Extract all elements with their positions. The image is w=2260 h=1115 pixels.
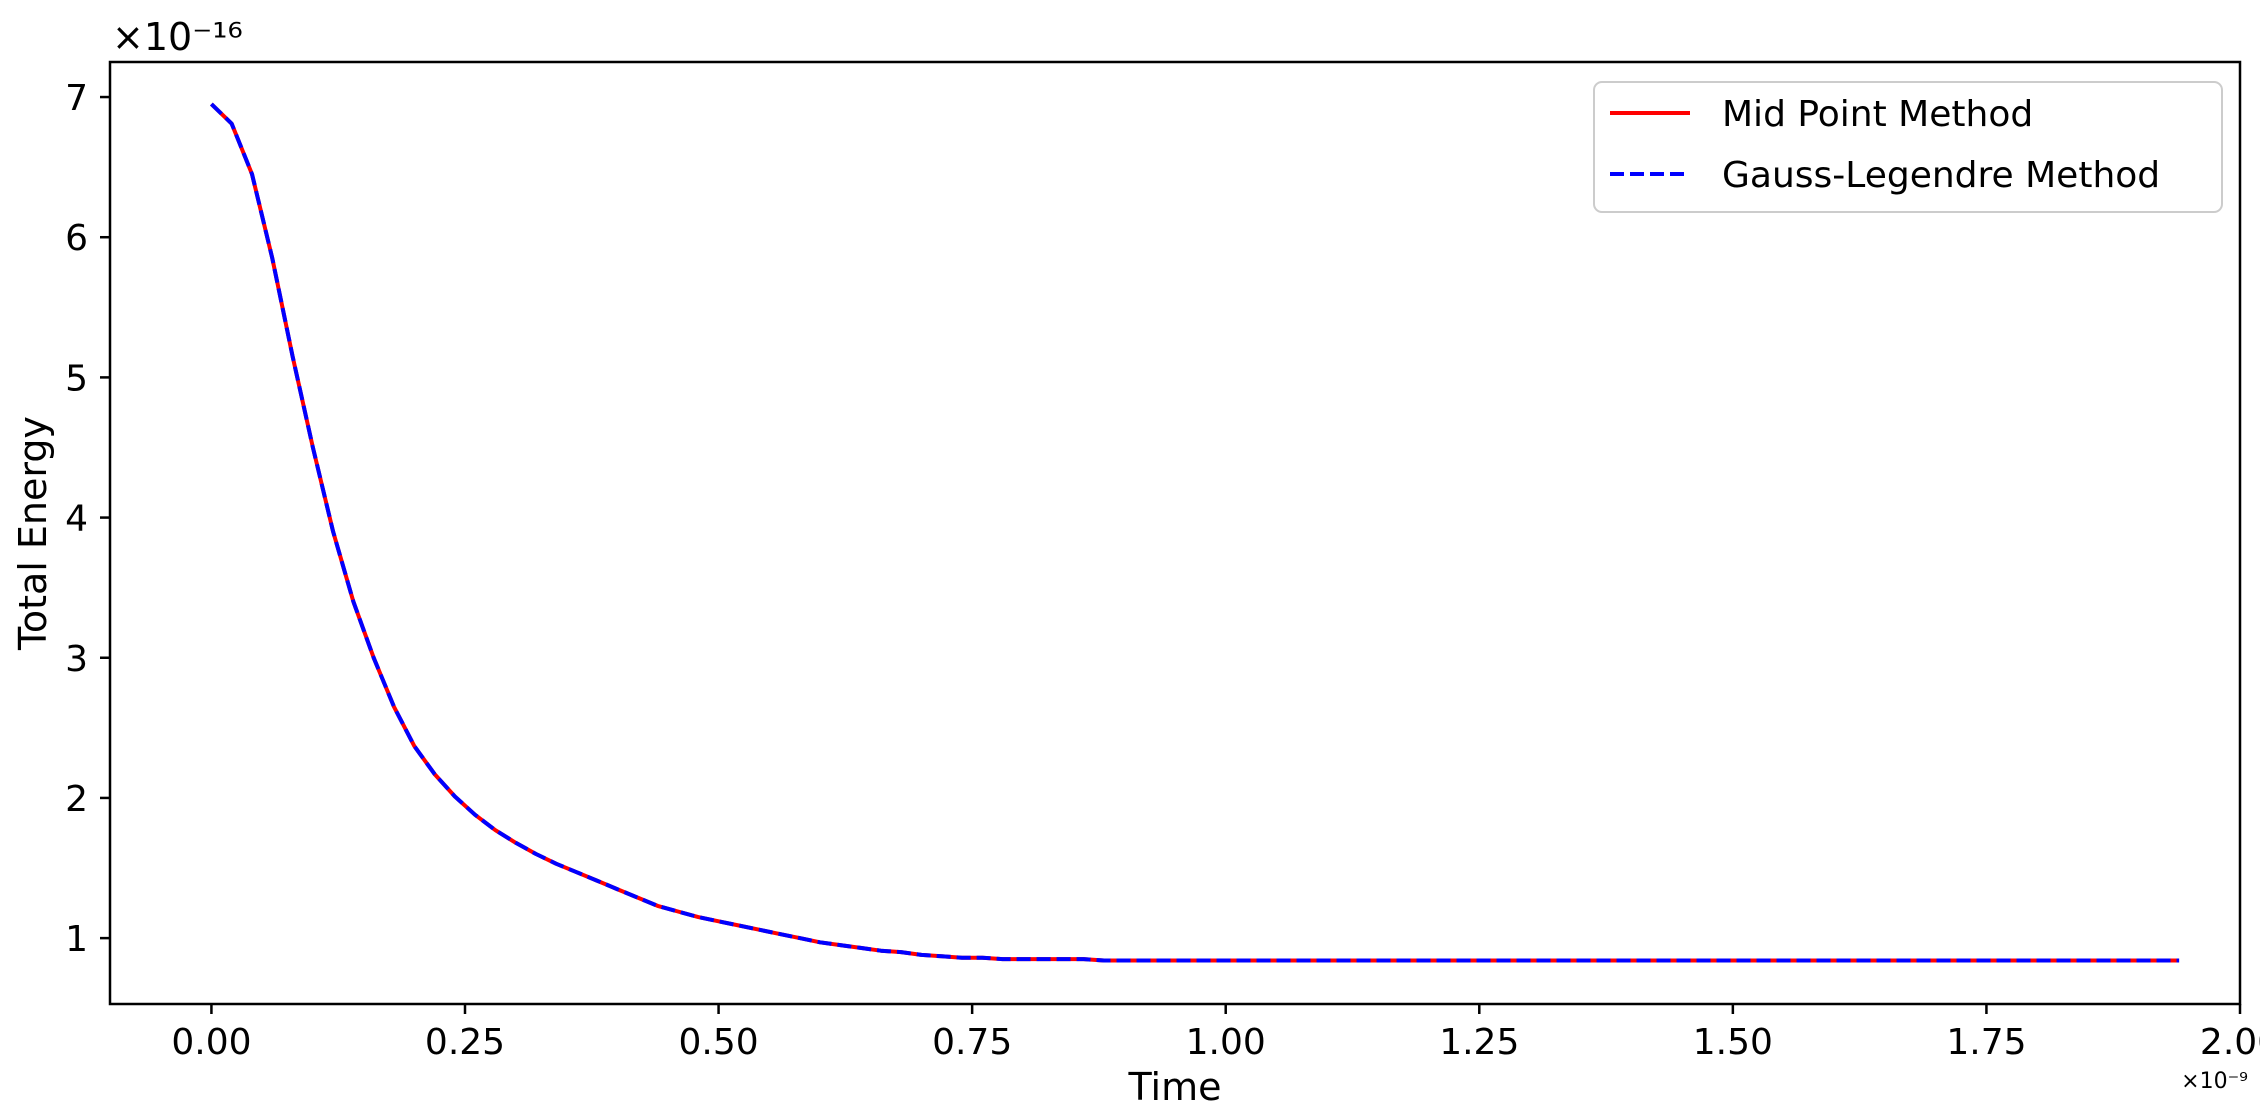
x-tick-label: 1.25	[1439, 1022, 1519, 1063]
legend-box	[1593, 81, 2223, 213]
x-tick-label: 0.50	[678, 1022, 758, 1063]
x-tick-label: 0.00	[171, 1022, 251, 1063]
x-axis: 0.00 0.25 0.50 0.75 1.00 1.25 1.50 1.75 2.00	[171, 1004, 2260, 1063]
y-axis-label: Total Energy	[11, 416, 55, 651]
plot-frame	[108, 60, 2242, 1006]
y-tick-label: 7	[65, 78, 88, 119]
y-tick-label: 4	[65, 499, 88, 540]
plot-area	[110, 62, 2240, 1004]
x-tick-label: 0.75	[932, 1022, 1012, 1063]
y-tick-label: 1	[65, 919, 88, 960]
x-tick-label: 1.50	[1693, 1022, 1773, 1063]
x-tick-label: 1.75	[1946, 1022, 2026, 1063]
legend-label-gauss-legendre: Gauss-Legendre Method	[1722, 155, 2160, 196]
legend: Mid Point Method Gauss-Legendre Method	[1593, 81, 2223, 213]
y-tick-label: 2	[65, 779, 88, 820]
y-tick-label: 5	[65, 358, 88, 399]
y-tick-label: 6	[65, 218, 88, 259]
series-layer	[210, 102, 2180, 963]
y-axis-offset-label: ×10⁻¹⁶	[112, 15, 243, 59]
legend-label-mid-point: Mid Point Method	[1722, 94, 2033, 135]
y-tick-label: 3	[65, 639, 88, 680]
x-tick-label: 0.25	[425, 1022, 505, 1063]
y-axis: 1 2 3 4 5 6 7	[65, 78, 110, 960]
x-tick-label: 1.00	[1186, 1022, 1266, 1063]
x-axis-label: Time	[1128, 1065, 1222, 1109]
series-line-gauss-legendre-method	[210, 102, 2180, 963]
x-axis-offset-label: ×10⁻⁹	[2181, 1069, 2248, 1094]
x-tick-label: 2.00	[2200, 1022, 2260, 1063]
